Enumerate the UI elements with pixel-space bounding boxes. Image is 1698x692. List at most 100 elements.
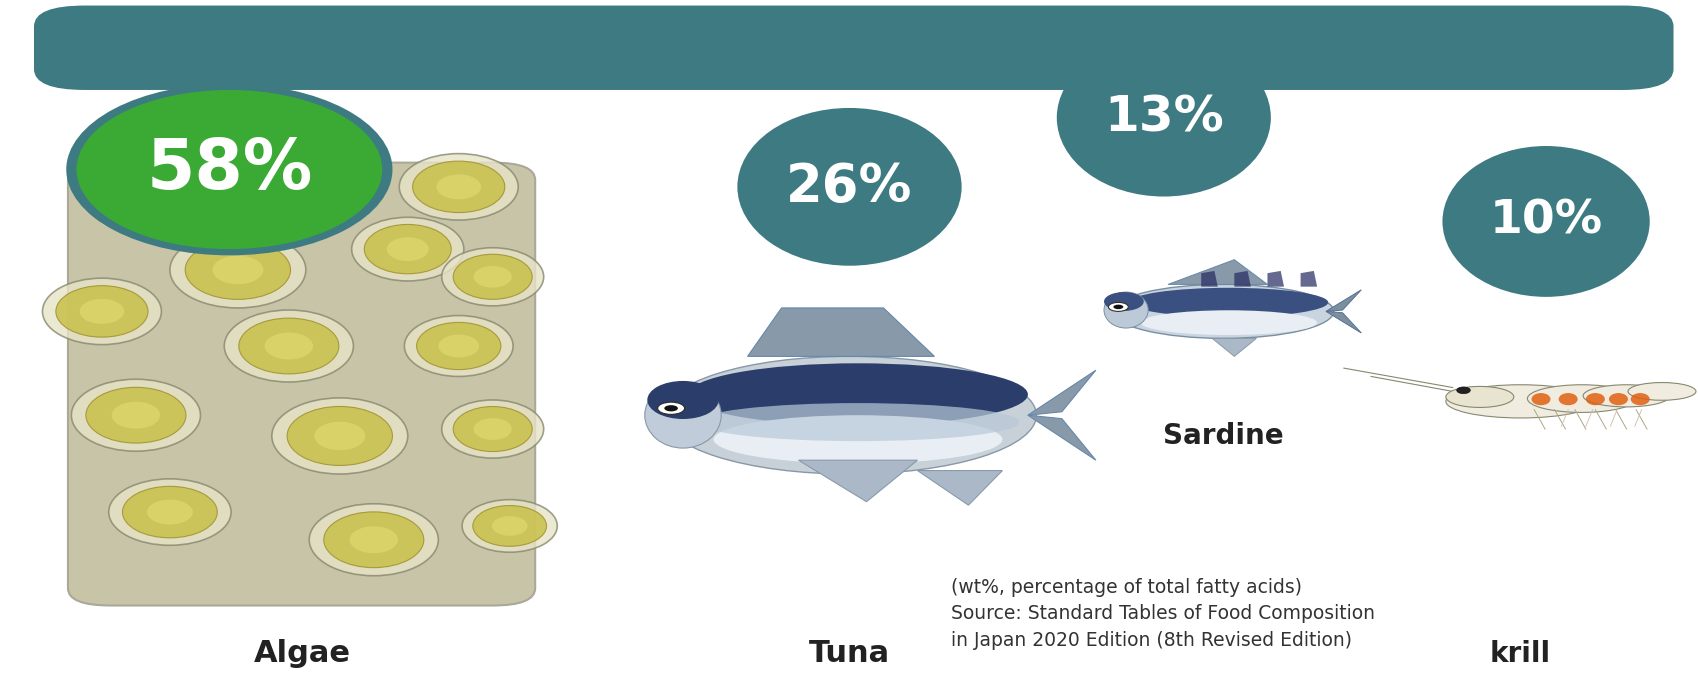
- Ellipse shape: [1445, 385, 1594, 418]
- Ellipse shape: [122, 486, 217, 538]
- Ellipse shape: [258, 137, 387, 209]
- Ellipse shape: [441, 248, 543, 306]
- Ellipse shape: [1445, 386, 1513, 408]
- Polygon shape: [1324, 311, 1360, 333]
- Ellipse shape: [309, 504, 438, 576]
- Ellipse shape: [1066, 45, 1260, 190]
- Ellipse shape: [657, 402, 684, 415]
- Ellipse shape: [170, 232, 306, 308]
- Ellipse shape: [272, 398, 408, 474]
- Ellipse shape: [80, 299, 124, 324]
- Ellipse shape: [647, 381, 718, 419]
- Polygon shape: [1168, 260, 1267, 284]
- Text: 13%: 13%: [1104, 93, 1223, 142]
- Ellipse shape: [265, 333, 312, 360]
- Ellipse shape: [664, 406, 678, 411]
- Ellipse shape: [1104, 292, 1148, 328]
- Ellipse shape: [1442, 146, 1649, 297]
- Ellipse shape: [453, 254, 531, 300]
- Ellipse shape: [1455, 387, 1469, 394]
- Ellipse shape: [97, 163, 209, 225]
- Ellipse shape: [492, 516, 528, 536]
- Polygon shape: [1200, 271, 1217, 286]
- Ellipse shape: [56, 286, 148, 337]
- Ellipse shape: [126, 179, 180, 209]
- Ellipse shape: [747, 114, 951, 260]
- Ellipse shape: [462, 500, 557, 552]
- Polygon shape: [798, 460, 917, 502]
- Ellipse shape: [351, 217, 464, 281]
- Ellipse shape: [416, 322, 501, 370]
- Ellipse shape: [1112, 284, 1333, 338]
- Ellipse shape: [453, 406, 531, 452]
- Ellipse shape: [436, 174, 481, 199]
- Ellipse shape: [82, 154, 224, 234]
- Ellipse shape: [76, 90, 382, 249]
- Polygon shape: [1301, 271, 1316, 286]
- Polygon shape: [747, 308, 934, 356]
- Ellipse shape: [1107, 302, 1127, 311]
- Ellipse shape: [645, 382, 722, 448]
- Ellipse shape: [109, 479, 231, 545]
- Polygon shape: [1212, 338, 1255, 356]
- Ellipse shape: [1557, 393, 1577, 406]
- Polygon shape: [917, 471, 1002, 505]
- Ellipse shape: [239, 318, 338, 374]
- Ellipse shape: [314, 421, 365, 450]
- Ellipse shape: [42, 278, 161, 345]
- Ellipse shape: [1452, 152, 1639, 291]
- Text: 26%: 26%: [786, 161, 912, 213]
- Ellipse shape: [324, 512, 423, 567]
- Ellipse shape: [350, 526, 397, 554]
- Ellipse shape: [413, 161, 504, 212]
- Ellipse shape: [387, 237, 428, 261]
- Ellipse shape: [185, 240, 290, 300]
- Ellipse shape: [1527, 385, 1635, 412]
- Ellipse shape: [299, 160, 346, 187]
- Ellipse shape: [1129, 288, 1328, 317]
- Polygon shape: [1233, 271, 1250, 286]
- Ellipse shape: [472, 506, 547, 546]
- Ellipse shape: [1608, 393, 1627, 406]
- Text: (wt%, percentage of total fatty acids)
Source: Standard Tables of Food Compositi: (wt%, percentage of total fatty acids) S…: [951, 578, 1375, 650]
- Ellipse shape: [1583, 385, 1669, 407]
- Ellipse shape: [66, 84, 392, 255]
- Text: Sardine: Sardine: [1163, 422, 1282, 450]
- Ellipse shape: [1627, 383, 1695, 400]
- Ellipse shape: [1104, 292, 1143, 311]
- Ellipse shape: [1630, 393, 1649, 406]
- Ellipse shape: [87, 388, 185, 443]
- Polygon shape: [1027, 370, 1095, 415]
- Ellipse shape: [287, 406, 392, 466]
- Ellipse shape: [146, 500, 194, 525]
- Ellipse shape: [363, 224, 452, 274]
- Ellipse shape: [441, 400, 543, 458]
- Polygon shape: [1267, 271, 1284, 286]
- Ellipse shape: [224, 310, 353, 382]
- Ellipse shape: [1530, 393, 1550, 406]
- Text: Tuna: Tuna: [808, 639, 890, 668]
- Ellipse shape: [474, 266, 511, 288]
- Polygon shape: [1324, 290, 1360, 311]
- Ellipse shape: [399, 154, 518, 220]
- Ellipse shape: [662, 356, 1036, 474]
- Ellipse shape: [474, 418, 511, 440]
- Text: Algae: Algae: [253, 639, 351, 668]
- Text: Concentration of DHA contained in living organisms: Concentration of DHA contained in living…: [306, 29, 1403, 65]
- Ellipse shape: [737, 108, 961, 266]
- Ellipse shape: [1139, 310, 1316, 335]
- Ellipse shape: [404, 316, 513, 376]
- Text: krill: krill: [1489, 640, 1550, 668]
- Text: 58%: 58%: [146, 136, 312, 203]
- Ellipse shape: [1056, 39, 1270, 197]
- Ellipse shape: [438, 335, 479, 357]
- Ellipse shape: [713, 415, 1002, 464]
- Ellipse shape: [273, 145, 372, 201]
- Ellipse shape: [1112, 304, 1122, 309]
- Polygon shape: [1027, 415, 1095, 460]
- Ellipse shape: [71, 379, 200, 451]
- Ellipse shape: [212, 255, 263, 284]
- Text: 10%: 10%: [1489, 199, 1601, 244]
- Ellipse shape: [696, 403, 1019, 441]
- FancyBboxPatch shape: [68, 163, 535, 606]
